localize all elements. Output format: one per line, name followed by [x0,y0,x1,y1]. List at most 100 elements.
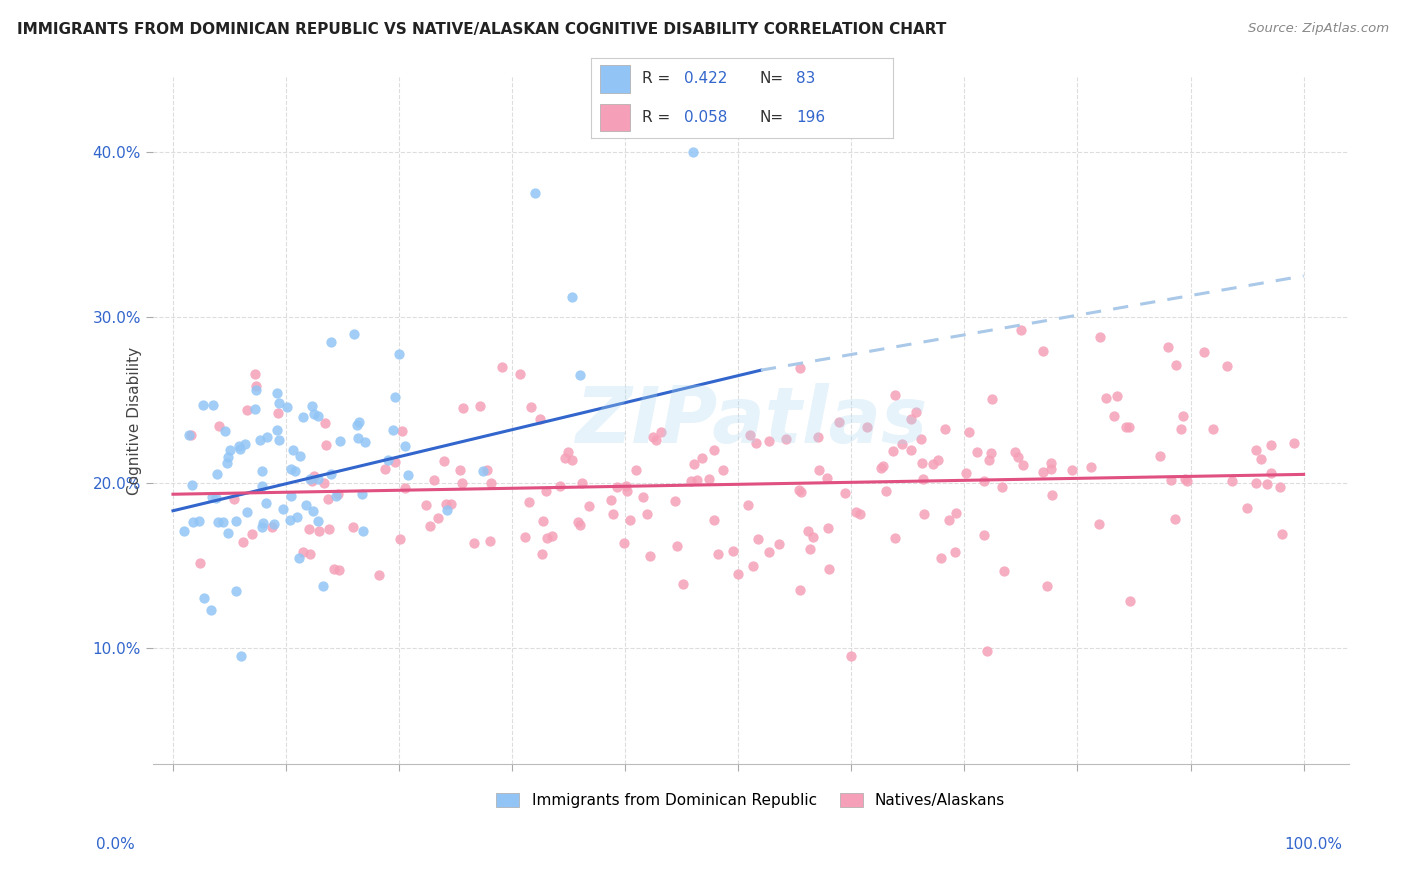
Text: 0.0%: 0.0% [96,837,135,852]
Point [228,439,250,453]
Point [243,367,266,381]
Point [179,428,201,442]
Point [513,530,536,544]
Point [173,524,195,538]
Point [302,504,325,518]
Point [347,415,370,429]
Point [240,527,263,541]
Point [1035,579,1057,593]
Point [758,434,780,449]
Point [287,550,309,565]
Bar [599,65,630,93]
Point [308,515,330,529]
Point [302,407,325,421]
Point [1007,450,1029,464]
Point [491,360,513,375]
Point [215,456,238,470]
Point [644,433,666,447]
Point [990,480,1012,494]
Point [900,442,922,457]
Point [225,514,247,528]
Point [481,475,503,490]
Point [723,543,745,558]
Point [943,545,966,559]
Point [1268,480,1291,494]
Point [600,493,623,508]
Point [205,467,228,482]
Point [882,444,904,458]
Point [252,479,274,493]
Point [1220,474,1243,488]
Point [955,467,977,481]
Point [301,474,323,488]
Point [683,457,706,471]
Point [567,515,589,529]
Point [817,562,839,576]
Point [252,464,274,478]
Point [225,583,247,598]
Point [315,438,337,452]
Point [419,519,441,533]
Point [439,497,461,511]
Point [396,467,419,482]
Point [426,511,449,525]
Point [1080,459,1102,474]
Point [432,454,454,468]
Point [1088,330,1111,344]
Point [938,514,960,528]
Point [664,493,686,508]
Point [478,533,501,548]
Point [801,530,824,544]
Point [1175,475,1198,489]
Text: 0.422: 0.422 [685,71,727,87]
Point [368,567,391,582]
Point [707,547,730,561]
Point [318,522,340,536]
Point [509,368,531,382]
Point [468,399,491,413]
Point [325,489,347,503]
Point [554,450,576,465]
Point [806,430,828,444]
Point [931,550,953,565]
Point [775,432,797,446]
Point [308,524,330,538]
Point [283,443,305,458]
Text: 100.0%: 100.0% [1285,837,1343,852]
Point [703,442,725,457]
Point [436,503,458,517]
Point [1040,488,1063,502]
Point [834,485,856,500]
Point [288,449,311,463]
Point [346,418,368,433]
Point [211,515,233,529]
Point [561,453,583,467]
Point [233,436,256,450]
Point [377,452,399,467]
Point [976,644,998,658]
Text: 0.058: 0.058 [685,110,727,125]
Point [249,433,271,447]
Point [1032,343,1054,358]
Point [872,459,894,474]
Point [205,491,228,505]
Point [284,464,307,478]
Point [768,537,790,551]
Point [797,524,820,538]
Point [1157,340,1180,354]
Point [758,545,780,559]
Point [1102,409,1125,424]
Point [276,401,298,415]
Point [1170,422,1192,436]
Point [849,507,872,521]
Text: 196: 196 [796,110,825,125]
Point [388,533,411,547]
Point [1105,389,1128,403]
Point [201,490,224,504]
Point [891,436,914,450]
Point [307,409,329,423]
Point [352,524,374,538]
Point [1163,511,1185,525]
Point [541,529,564,543]
Point [352,487,374,501]
